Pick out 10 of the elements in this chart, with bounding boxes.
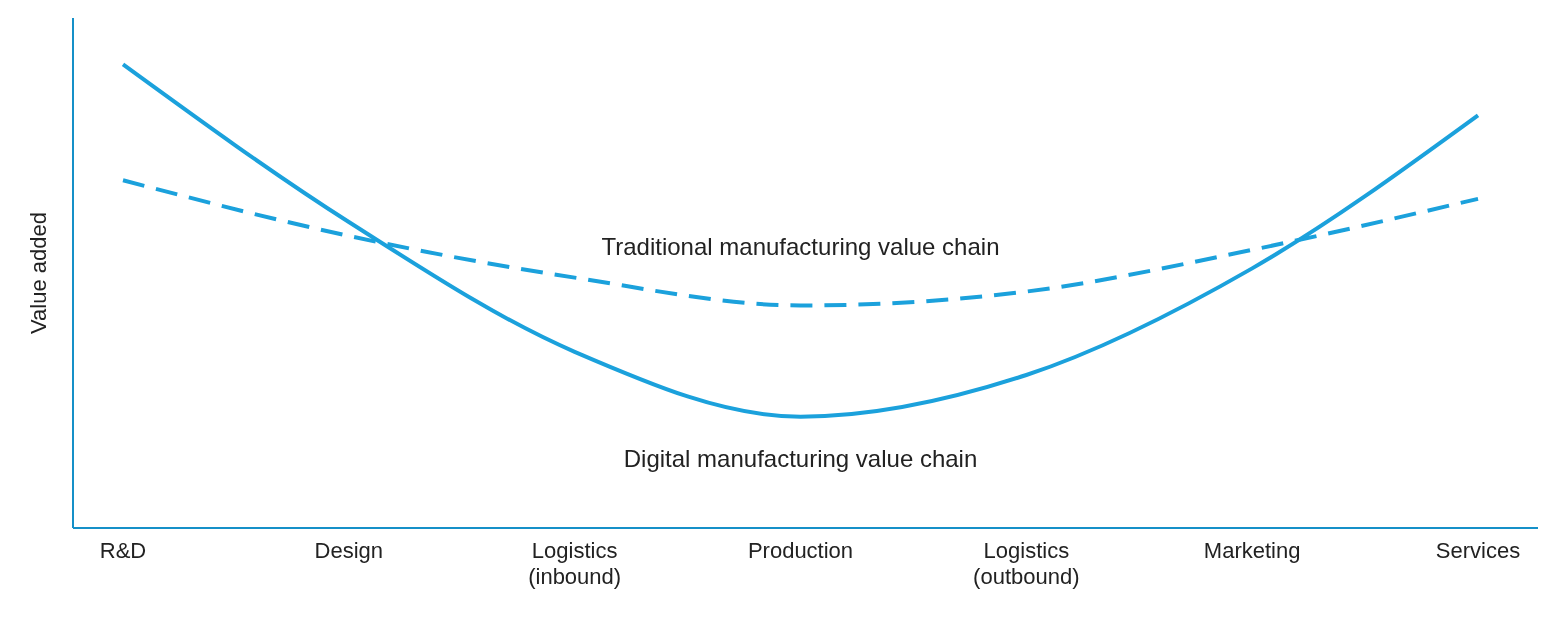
x-tick-label: R&D — [99, 538, 147, 563]
x-tick-label: Design — [314, 538, 384, 563]
series-label: Traditional manufacturing value chain — [601, 233, 1000, 261]
x-tick-label: Services — [1435, 538, 1521, 563]
x-tick-label: Production — [747, 538, 854, 563]
x-tick-label: Marketing — [1203, 538, 1301, 563]
y-axis-title: Value added — [25, 212, 51, 334]
x-tick-label: Logistics (outbound) — [973, 538, 1080, 589]
x-tick-label: Logistics (inbound) — [528, 538, 622, 589]
series-label: Digital manufacturing value chain — [623, 444, 978, 472]
